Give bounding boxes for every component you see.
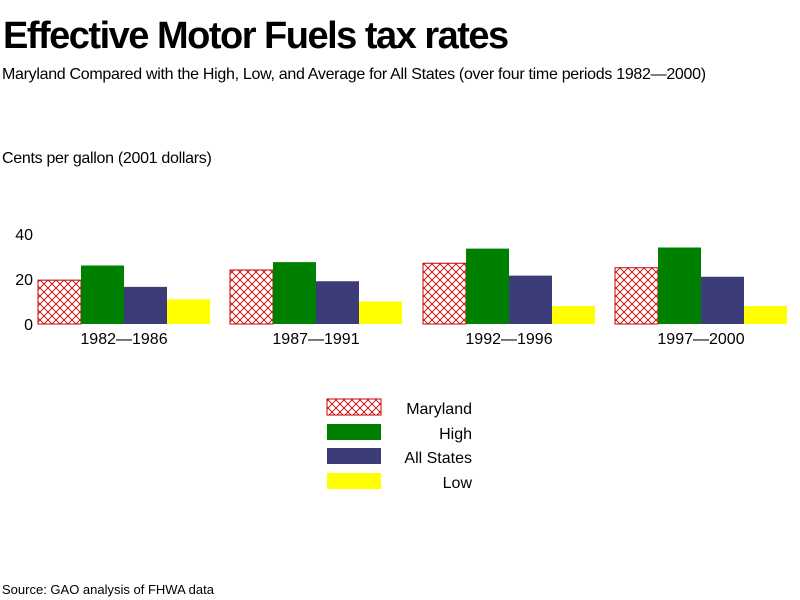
bar-low [552, 306, 595, 324]
source-note: Source: GAO analysis of FHWA data [2, 582, 215, 597]
legend-label: Low [443, 475, 473, 492]
chart-title: Effective Motor Fuels tax rates [3, 15, 508, 57]
bar-low [359, 301, 402, 324]
y-tick-label: 0 [24, 317, 33, 334]
bar-all-states [509, 275, 552, 324]
bar-all-states [701, 276, 744, 324]
legend-label: All States [404, 450, 472, 467]
y-axis-ticks: 0 20 40 [15, 227, 33, 334]
x-axis-ticks: 1982—1986 1987—1991 1992—1996 1997—2000 [80, 331, 744, 348]
chart-subtitle: Maryland Compared with the High, Low, an… [2, 66, 706, 83]
bar-high [273, 262, 316, 324]
y-tick-label: 40 [15, 227, 33, 244]
legend-label: Maryland [406, 401, 472, 418]
bar-maryland [614, 267, 659, 325]
legend-swatch [327, 448, 381, 464]
bar-maryland [37, 279, 82, 325]
bar-all-states [124, 286, 167, 324]
bar-low [167, 299, 210, 324]
bar-all-states [316, 281, 359, 324]
bar-low [744, 306, 787, 324]
x-tick-label: 1992—1996 [465, 331, 552, 348]
bar-maryland [422, 262, 467, 325]
y-axis-label: Cents per gallon (2001 dollars) [2, 150, 212, 167]
x-tick-label: 1982—1986 [80, 331, 167, 348]
bar-high [81, 265, 124, 324]
y-tick-label: 20 [15, 272, 33, 289]
x-tick-label: 1987—1991 [272, 331, 359, 348]
x-tick-label: 1997—2000 [657, 331, 744, 348]
legend-swatch [327, 473, 381, 489]
legend-swatch [326, 398, 382, 416]
bars [37, 247, 787, 325]
legend-label: High [439, 426, 472, 443]
bar-maryland [229, 269, 274, 325]
bar-high [466, 248, 509, 324]
legend-swatch [327, 424, 381, 440]
legend: Maryland High All States Low [326, 398, 473, 492]
bar-high [658, 247, 701, 324]
